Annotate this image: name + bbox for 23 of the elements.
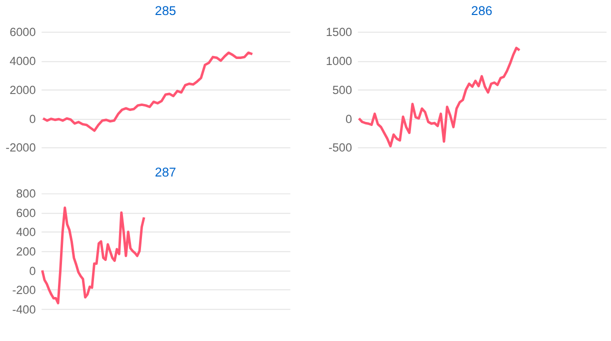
y-tick-label: 500: [332, 84, 352, 97]
chart-title: 285: [154, 3, 176, 18]
y-tick-label: 200: [16, 246, 36, 258]
y-tick-label: -200: [12, 284, 36, 298]
y-tick-label: 4000: [10, 55, 36, 68]
y-tick-label: 400: [16, 226, 36, 240]
y-tick-label: 0: [29, 264, 36, 278]
chart-title: 286: [471, 3, 492, 18]
y-tick-label: -400: [12, 303, 36, 316]
chart-title: 287: [154, 164, 176, 180]
y-tick-label: 1500: [326, 26, 352, 40]
y-tick-label: 600: [16, 206, 36, 220]
y-tick-label: 2000: [10, 84, 36, 97]
line-series: [42, 51, 254, 132]
y-tick-label: 800: [16, 188, 36, 201]
line-series: [41, 206, 146, 304]
y-tick-label: -2000: [6, 142, 36, 155]
y-tick-label: -500: [328, 142, 352, 155]
y-tick-label: 6000: [10, 26, 36, 40]
y-tick-label: 0: [29, 112, 36, 126]
y-tick-label: 0: [345, 112, 352, 126]
y-tick-label: 1000: [326, 55, 352, 68]
line-series: [358, 46, 521, 148]
